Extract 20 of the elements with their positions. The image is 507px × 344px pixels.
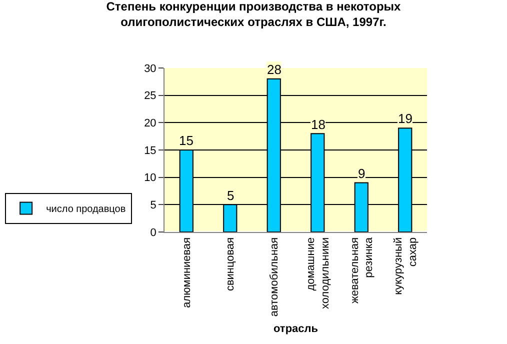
data-label: 5 — [227, 188, 234, 203]
x-tick-label: автомобильная — [268, 237, 280, 317]
chart-title: Степень конкуренции производства в некоторых олигополистических отраслях в США, 1997г. — [106, 0, 402, 29]
data-label: 9 — [358, 166, 366, 181]
x-tick-label: кукурузный сахар — [392, 237, 419, 295]
x-axis-title: отрасль — [273, 322, 318, 335]
data-label: 18 — [311, 117, 326, 132]
data-label: 19 — [398, 111, 412, 126]
data-label: 15 — [179, 133, 194, 148]
y-tick-label: 25 — [144, 90, 156, 102]
y-tick-label: 30 — [144, 62, 156, 75]
x-tick-label: алюминиевая — [180, 237, 193, 308]
y-tick-label: 20 — [144, 118, 156, 130]
y-tick-label: 10 — [144, 172, 156, 184]
y-tick-label: 5 — [150, 200, 156, 212]
legend-label: число продавцов — [46, 204, 126, 216]
data-label: 28 — [267, 62, 282, 77]
y-tick-label: 15 — [144, 144, 156, 157]
x-tick-label: свинцовая — [224, 237, 237, 292]
y-tick-label: 0 — [150, 226, 156, 239]
